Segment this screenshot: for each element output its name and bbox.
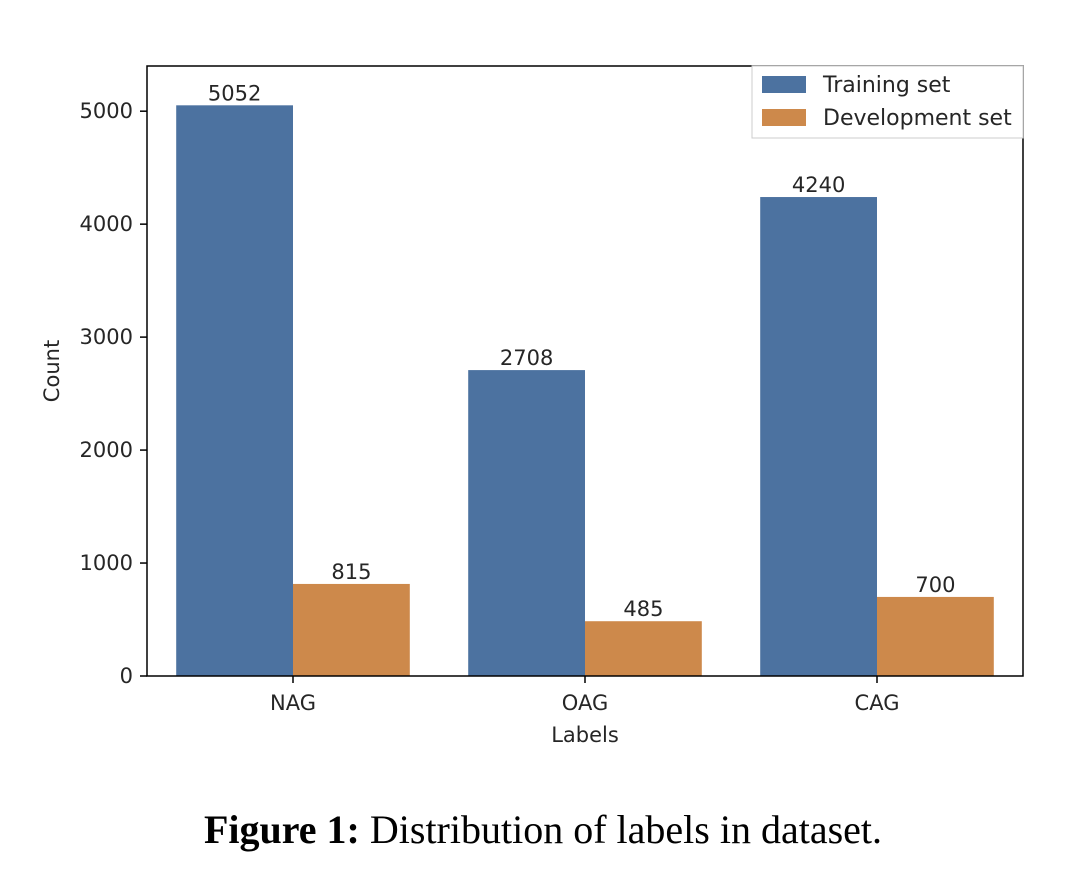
x-tick-label: CAG: [855, 691, 900, 715]
y-tick-label: 5000: [80, 99, 133, 123]
bar-oag-development: [585, 621, 702, 676]
bar-cag-development: [877, 596, 994, 676]
figure-caption: Figure 1: Distribution of labels in data…: [0, 806, 1086, 853]
bar-value-label-cag-training: 4240: [792, 173, 845, 197]
legend: Training set Development set: [751, 65, 1024, 139]
y-tick-label: 4000: [80, 212, 133, 236]
x-tick-label: NAG: [270, 691, 316, 715]
legend-label-training: Training set: [822, 73, 951, 98]
bars-group: [176, 105, 994, 677]
bar-value-label-oag-training: 2708: [500, 346, 553, 370]
bar-value-label-cag-development: 700: [915, 573, 955, 597]
bar-value-label-nag-training: 5052: [208, 81, 261, 105]
x-axis-title: Labels: [551, 723, 619, 747]
y-tick-label: 3000: [80, 325, 133, 349]
bar-value-label-nag-development: 815: [331, 560, 371, 584]
legend-swatch-training: [762, 76, 806, 93]
caption-label: Figure 1:: [203, 807, 360, 852]
y-axis-title: Count: [40, 340, 64, 402]
x-axis-ticks: NAG OAG CAG: [270, 676, 899, 715]
bar-nag-development: [293, 583, 410, 676]
x-tick-label: OAG: [562, 691, 608, 715]
bar-cag-training: [760, 197, 877, 676]
bar-labels-group: 5052 815 2708 485 4240 700: [208, 81, 956, 621]
y-axis-ticks: 0 1000 2000 3000 4000 5000: [80, 99, 147, 688]
bar-nag-training: [176, 105, 293, 677]
bar-chart: 5052 815 2708 485 4240 700 0 1000 2000 3000 4000 5…: [40, 65, 1024, 747]
legend-swatch-development: [762, 109, 806, 126]
legend-label-development: Development set: [823, 106, 1012, 131]
y-tick-label: 0: [120, 664, 133, 688]
y-tick-label: 2000: [80, 438, 133, 462]
bar-oag-training: [468, 370, 585, 676]
bar-value-label-oag-development: 485: [623, 597, 663, 621]
y-tick-label: 1000: [80, 551, 133, 575]
caption-text: Distribution of labels in dataset.: [369, 807, 883, 852]
